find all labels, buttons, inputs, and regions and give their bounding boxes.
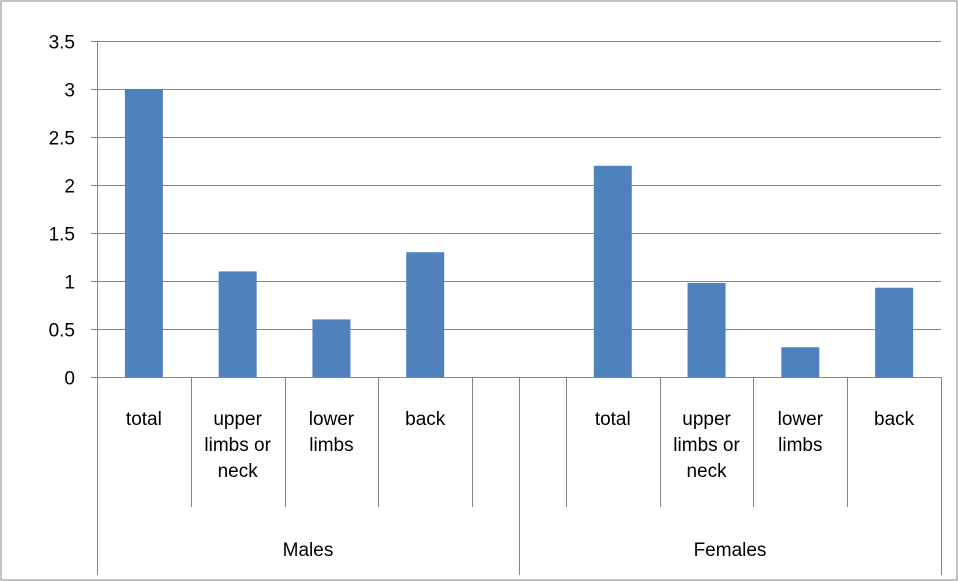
bar bbox=[406, 252, 445, 377]
category-label: total bbox=[126, 409, 162, 430]
y-tick-label: 2 bbox=[64, 177, 75, 198]
bar bbox=[593, 165, 632, 377]
category-label: back bbox=[874, 409, 915, 430]
bar bbox=[124, 89, 163, 377]
y-tick-label: 1.5 bbox=[49, 225, 75, 246]
bar bbox=[687, 282, 726, 377]
category-label: back bbox=[405, 409, 446, 430]
group-label: Females bbox=[694, 540, 767, 561]
bar bbox=[312, 319, 351, 377]
y-tick-label: 0 bbox=[64, 369, 75, 390]
category-label: upper limbs or neck bbox=[204, 409, 271, 482]
y-tick-label: 3.5 bbox=[49, 33, 75, 54]
bar bbox=[781, 347, 820, 377]
category-label: total bbox=[595, 409, 631, 430]
category-label: lower limbs bbox=[309, 409, 355, 456]
y-tick-label: 0.5 bbox=[49, 321, 75, 342]
y-tick-label: 1 bbox=[64, 273, 75, 294]
category-label: lower limbs bbox=[778, 409, 824, 456]
bar bbox=[875, 287, 914, 377]
y-tick-label: 2.5 bbox=[49, 129, 75, 150]
bar bbox=[218, 271, 257, 377]
group-label: Males bbox=[283, 540, 334, 561]
y-tick-label: 3 bbox=[64, 81, 75, 102]
category-label: upper limbs or neck bbox=[673, 409, 740, 482]
